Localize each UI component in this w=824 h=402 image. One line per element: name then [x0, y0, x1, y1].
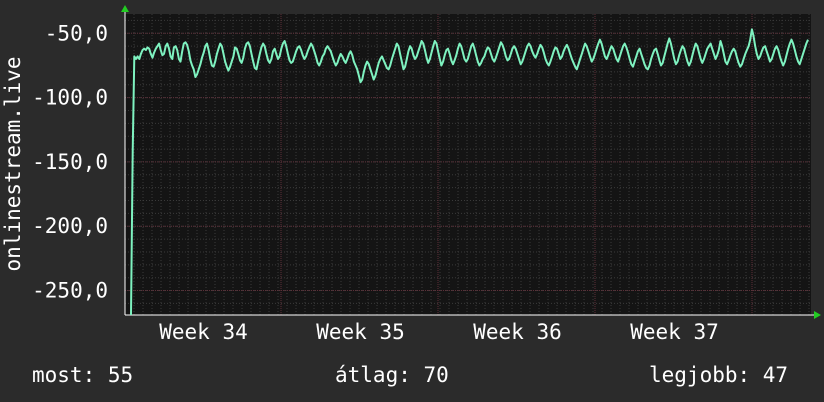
- stat-average: átlag: 70: [335, 363, 449, 387]
- y-tick-label: -150,0: [32, 150, 108, 174]
- y-tick-label: -250,0: [32, 279, 108, 303]
- stat-current: most: 55: [32, 363, 133, 387]
- y-tick-label: -50,0: [45, 21, 108, 45]
- stat-best: legjobb: 47: [649, 363, 788, 387]
- y-tick-label: -100,0: [32, 86, 108, 110]
- y-axis-label: onlinestream.live: [1, 57, 25, 272]
- y-axis-arrow: [121, 5, 129, 12]
- x-tick-labels: Week 34 Week 35 Week 36 Week 37: [159, 320, 719, 344]
- x-axis-arrow: [814, 311, 821, 319]
- series-line: [130, 28, 809, 316]
- x-tick-label: Week 36: [473, 320, 562, 344]
- x-tick-label: Week 34: [159, 320, 248, 344]
- y-tick-label: -200,0: [32, 214, 108, 238]
- major-grid: [125, 14, 811, 315]
- axes: [121, 5, 821, 319]
- x-tick-label: Week 35: [316, 320, 405, 344]
- y-tick-labels: -50,0 -100,0 -150,0 -200,0 -250,0: [32, 21, 108, 302]
- x-tick-label: Week 37: [630, 320, 719, 344]
